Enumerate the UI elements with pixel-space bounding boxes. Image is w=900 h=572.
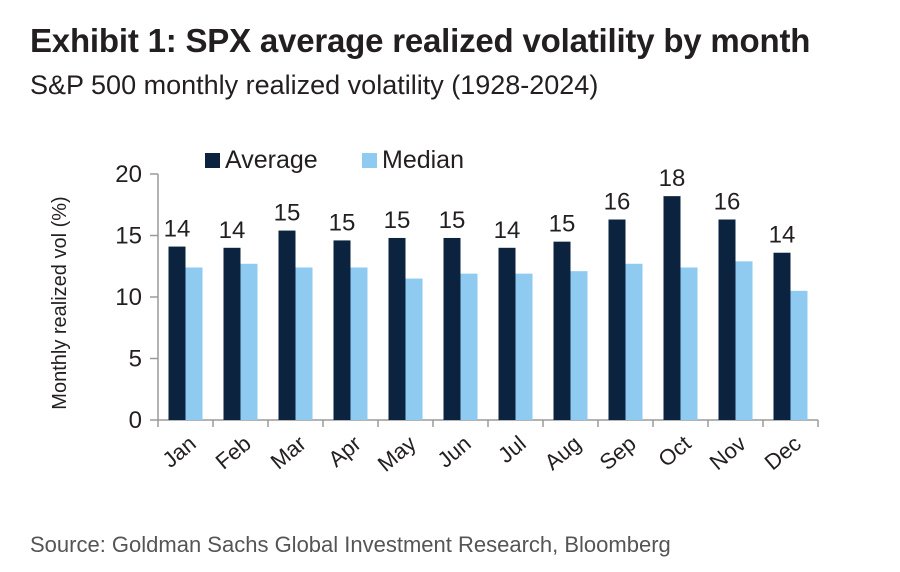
bar-average-nov bbox=[718, 219, 736, 420]
data-label-aug: 15 bbox=[549, 211, 576, 238]
y-tick-label: 20 bbox=[115, 161, 142, 188]
bar-average-mar bbox=[278, 230, 296, 420]
data-label-jan: 14 bbox=[164, 216, 191, 243]
data-label-dec: 14 bbox=[769, 222, 796, 249]
chart-title: Exhibit 1: SPX average realized volatili… bbox=[30, 22, 811, 59]
x-tick-label-aug: Aug bbox=[540, 431, 586, 475]
data-label-oct: 18 bbox=[659, 165, 686, 192]
bar-median-jul bbox=[515, 273, 533, 420]
x-tick-label-feb: Feb bbox=[211, 431, 256, 475]
data-label-jun: 15 bbox=[439, 207, 466, 234]
legend-swatch-average bbox=[205, 153, 220, 168]
bar-median-aug bbox=[570, 271, 588, 420]
x-tick-label-jun: Jun bbox=[432, 431, 475, 473]
bar-average-may bbox=[388, 237, 406, 420]
x-tick-label-sep: Sep bbox=[595, 431, 641, 475]
x-tick-label-mar: Mar bbox=[266, 431, 311, 475]
chart-subtitle: S&P 500 monthly realized volatility (192… bbox=[30, 70, 599, 100]
data-label-sep: 16 bbox=[604, 189, 631, 216]
data-label-may: 15 bbox=[384, 207, 411, 234]
bar-median-jun bbox=[460, 273, 478, 420]
bar-average-apr bbox=[333, 240, 351, 420]
bar-median-dec bbox=[790, 290, 808, 420]
y-tick-label: 10 bbox=[115, 284, 142, 311]
bar-average-oct bbox=[663, 196, 681, 420]
x-tick-label-jul: Jul bbox=[493, 431, 531, 468]
x-tick-label-dec: Dec bbox=[760, 431, 806, 475]
bar-average-sep bbox=[608, 219, 626, 420]
bar-average-jul bbox=[498, 247, 516, 420]
data-label-apr: 15 bbox=[329, 209, 356, 236]
bar-median-jan bbox=[185, 267, 203, 420]
legend-label-median: Median bbox=[382, 146, 464, 174]
y-tick-label: 15 bbox=[115, 223, 142, 250]
bar-average-jan bbox=[168, 246, 186, 420]
x-tick-label-apr: Apr bbox=[323, 431, 365, 472]
bar-average-jun bbox=[443, 237, 461, 420]
x-tick-label-jan: Jan bbox=[157, 431, 200, 473]
y-axis-title: Monthly realized vol (%) bbox=[49, 196, 71, 409]
source-note: Source: Goldman Sachs Global Investment … bbox=[30, 532, 671, 557]
legend-label-average: Average bbox=[225, 146, 318, 174]
y-tick-label: 0 bbox=[129, 407, 142, 434]
bar-median-feb bbox=[240, 263, 258, 420]
x-tick-label-may: May bbox=[373, 431, 421, 477]
bar-median-nov bbox=[735, 261, 753, 420]
data-label-jul: 14 bbox=[494, 217, 521, 244]
x-tick-label-oct: Oct bbox=[653, 431, 695, 472]
bar-median-oct bbox=[680, 267, 698, 420]
bar-average-dec bbox=[773, 252, 791, 420]
bar-median-sep bbox=[625, 263, 643, 420]
y-tick-label: 5 bbox=[129, 346, 142, 373]
data-label-feb: 14 bbox=[219, 217, 246, 244]
bar-median-mar bbox=[295, 267, 313, 420]
bar-average-aug bbox=[553, 241, 571, 420]
bar-median-may bbox=[405, 278, 423, 420]
bar-median-apr bbox=[350, 267, 368, 420]
data-label-mar: 15 bbox=[274, 200, 301, 227]
legend-swatch-median bbox=[362, 153, 377, 168]
x-tick-label-nov: Nov bbox=[705, 431, 751, 475]
data-label-nov: 16 bbox=[714, 189, 741, 216]
bar-average-feb bbox=[223, 247, 241, 420]
